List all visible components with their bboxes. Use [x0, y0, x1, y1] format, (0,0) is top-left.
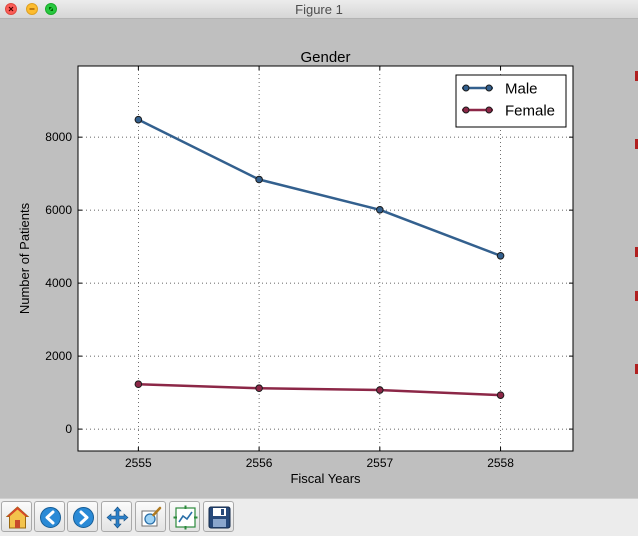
- configure-subplots-button[interactable]: [169, 501, 200, 532]
- close-icon: [8, 6, 14, 12]
- legend-marker-male: [462, 84, 470, 92]
- minimize-window-button[interactable]: [26, 3, 38, 15]
- data-point-male: [376, 205, 384, 214]
- home-icon: [5, 506, 30, 529]
- window-title: Figure 1: [295, 2, 343, 17]
- y-tick-label: 0: [65, 422, 72, 436]
- y-tick-label: 8000: [45, 130, 72, 144]
- edge-mark: [635, 247, 638, 257]
- save-button[interactable]: [203, 501, 234, 532]
- x-tick-label: 2556: [246, 456, 273, 470]
- close-window-button[interactable]: [5, 3, 17, 15]
- legend: Male Female: [455, 74, 567, 128]
- window-titlebar[interactable]: Figure 1: [0, 0, 638, 19]
- legend-label-male: Male: [505, 81, 538, 98]
- legend-label-female: Female: [505, 103, 555, 120]
- pan-button[interactable]: [101, 501, 132, 532]
- legend-marker-female: [485, 106, 493, 114]
- y-axis-label: Number of Patients: [17, 202, 32, 314]
- navigation-toolbar: [0, 498, 638, 536]
- data-series: [134, 115, 505, 399]
- axis-ticks: 2555 2556 2557 2558 0 2000 4000 6000 8000: [45, 66, 573, 470]
- zoom-button[interactable]: [135, 501, 166, 532]
- figure-canvas[interactable]: Gender Fiscal Years Number of Patients 2…: [0, 19, 638, 498]
- edge-mark: [635, 291, 638, 301]
- edge-mark: [635, 71, 638, 81]
- floppy-disk-icon: [208, 506, 231, 529]
- forward-arrow-icon: [73, 507, 94, 528]
- home-button[interactable]: [1, 501, 32, 532]
- y-tick-label: 6000: [45, 203, 72, 217]
- data-point-female: [134, 380, 143, 389]
- legend-marker-female: [462, 106, 470, 114]
- zoom-rect-icon: [141, 506, 162, 527]
- chart-title: Gender: [300, 49, 350, 66]
- move-arrows-icon: [106, 506, 129, 529]
- y-tick-label: 4000: [45, 276, 72, 290]
- data-point-male: [255, 175, 263, 184]
- x-tick-label: 2558: [487, 456, 514, 470]
- data-point-male: [134, 115, 143, 124]
- y-tick-label: 2000: [45, 349, 72, 363]
- data-point-female: [255, 384, 263, 393]
- chart: Gender Fiscal Years Number of Patients 2…: [17, 49, 574, 486]
- forward-button[interactable]: [67, 501, 98, 532]
- data-point-male: [496, 251, 505, 260]
- legend-box: [455, 74, 567, 128]
- x-tick-label: 2557: [366, 456, 393, 470]
- subplots-icon: [173, 505, 198, 530]
- x-axis-label: Fiscal Years: [290, 471, 361, 486]
- edge-mark: [635, 364, 638, 374]
- minimize-icon: [29, 8, 35, 10]
- expand-icon: [49, 7, 53, 11]
- x-tick-label: 2555: [125, 456, 152, 470]
- data-point-female: [376, 386, 384, 394]
- data-point-female: [496, 391, 505, 399]
- back-arrow-icon: [40, 507, 61, 528]
- zoom-window-button[interactable]: [45, 3, 57, 15]
- series-line-male: [137, 118, 502, 257]
- back-button[interactable]: [34, 501, 65, 532]
- edge-mark: [635, 139, 638, 149]
- series-line-female: [138, 382, 501, 397]
- legend-marker-male: [485, 84, 493, 92]
